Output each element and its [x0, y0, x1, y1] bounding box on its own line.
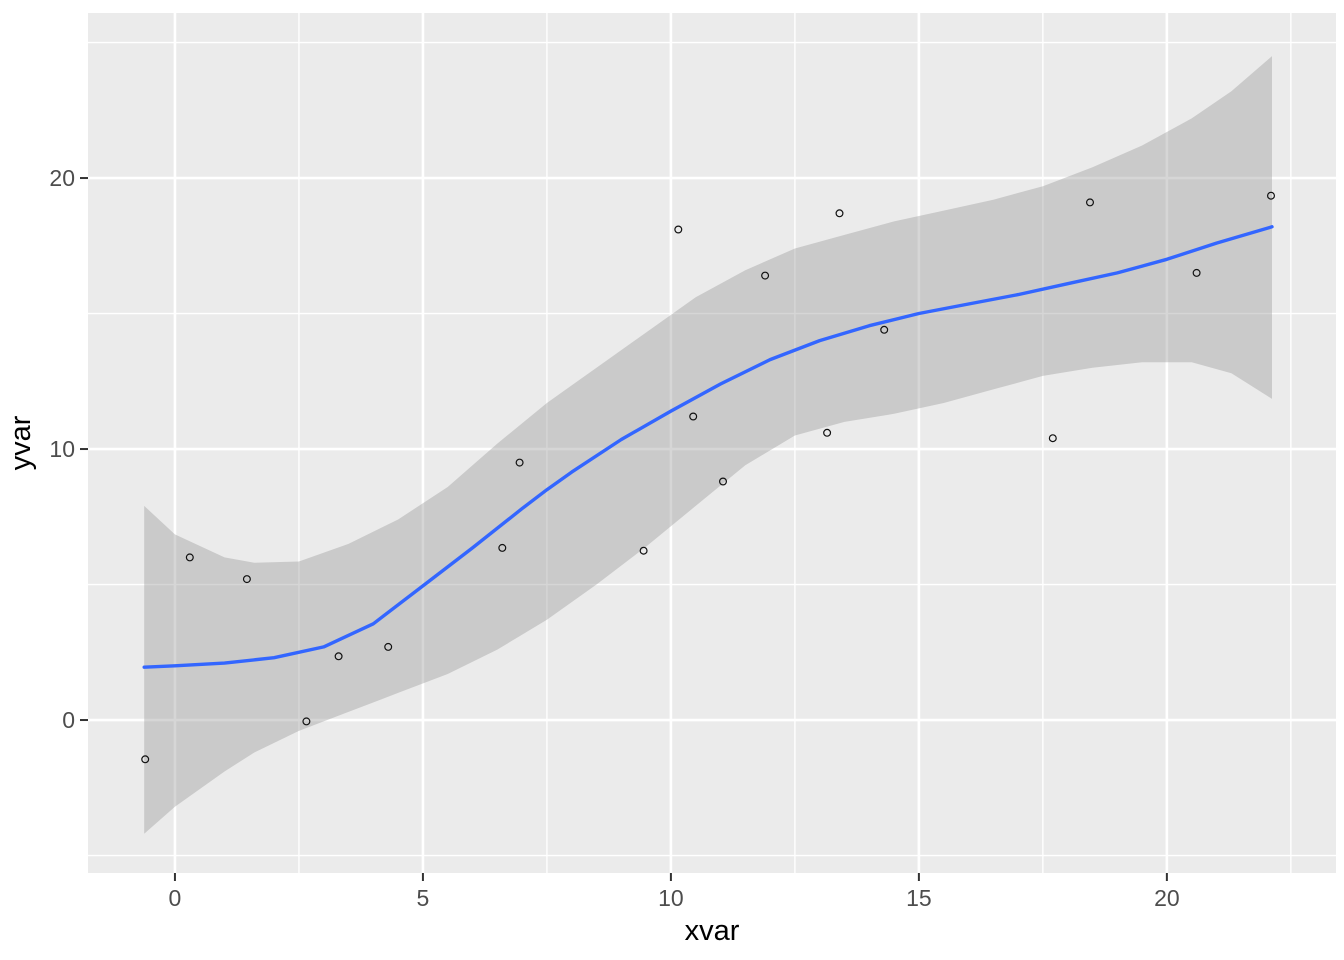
- data-point: [835, 209, 844, 218]
- grid-major: [88, 13, 1336, 873]
- data-point: [384, 642, 393, 651]
- y-axis-title: yvar: [5, 415, 37, 470]
- grid-minor: [88, 13, 1336, 873]
- axes-layer: 0 5 10 15 20 0 10 20: [49, 165, 1179, 911]
- data-point: [761, 271, 770, 280]
- data-layer: [141, 56, 1275, 834]
- data-point: [639, 546, 648, 555]
- x-tick-label: 15: [906, 885, 932, 911]
- panel-background: [88, 13, 1336, 873]
- plot-panel: [88, 13, 1336, 873]
- data-point: [185, 553, 194, 562]
- data-point: [823, 428, 832, 437]
- data-point: [1085, 198, 1094, 207]
- x-tick-label: 5: [417, 885, 430, 911]
- x-tick-label: 10: [658, 885, 684, 911]
- data-point: [718, 477, 727, 486]
- data-point: [141, 755, 150, 764]
- x-axis-title: xvar: [685, 915, 740, 947]
- data-point: [1192, 268, 1201, 277]
- confidence-band: [144, 56, 1273, 834]
- data-point: [1048, 434, 1057, 443]
- y-tick-label: 10: [49, 436, 75, 462]
- data-point: [880, 325, 889, 334]
- y-tick-label: 20: [49, 165, 75, 191]
- smooth-line: [142, 225, 1274, 669]
- data-point: [515, 458, 524, 467]
- data-point: [674, 225, 683, 234]
- data-point: [334, 652, 343, 661]
- data-point: [1266, 191, 1275, 200]
- data-point: [498, 543, 507, 552]
- data-point: [242, 575, 251, 584]
- data-point: [689, 412, 698, 421]
- x-tick-label: 20: [1154, 885, 1180, 911]
- data-point: [302, 717, 311, 726]
- y-tick-label: 0: [62, 707, 75, 733]
- x-tick-label: 0: [169, 885, 182, 911]
